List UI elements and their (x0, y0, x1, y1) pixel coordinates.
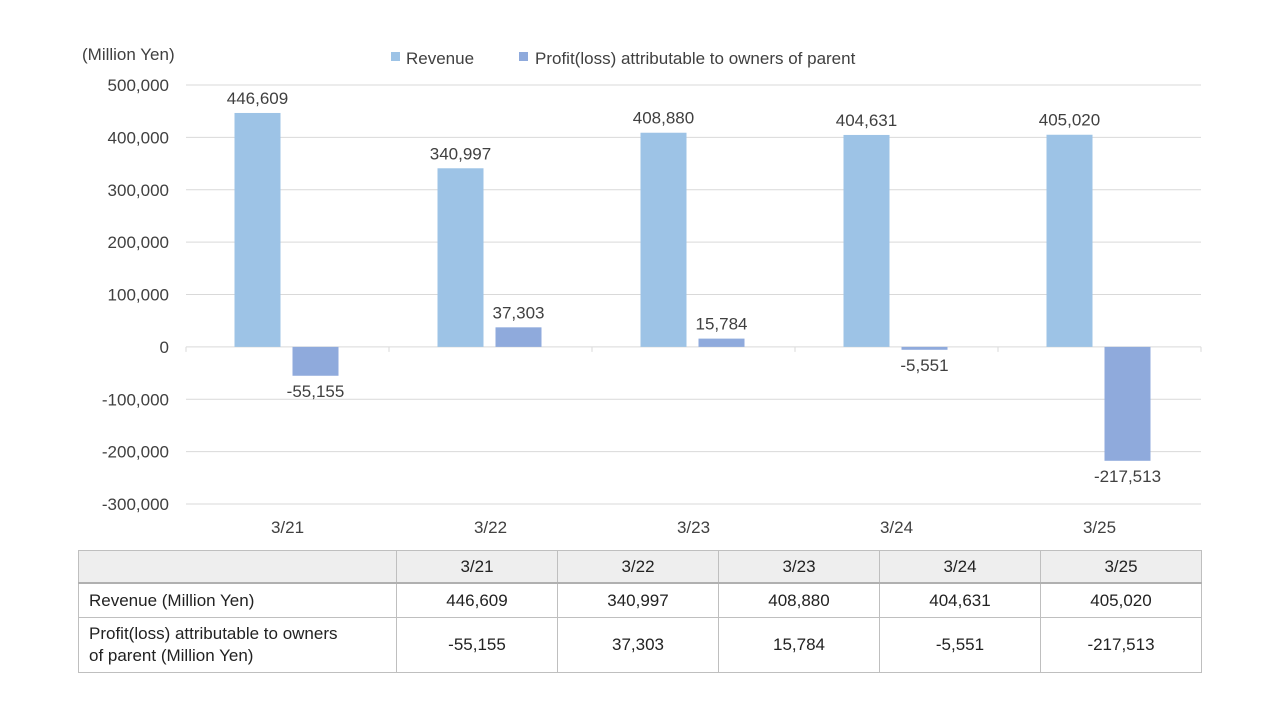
y-tick-label: -300,000 (102, 495, 169, 514)
profit-bar (698, 338, 745, 347)
table-cell: 405,020 (1040, 582, 1202, 618)
revenue-bar (1046, 134, 1093, 347)
table-cell: -55,155 (396, 617, 558, 673)
x-tick-label: 3/21 (271, 518, 304, 537)
data-label: -217,513 (1094, 467, 1161, 486)
row-label-line2: of parent (Million Yen) (89, 646, 254, 665)
data-label: 405,020 (1039, 111, 1100, 130)
profit-bar (495, 327, 542, 347)
legend-label-revenue: Revenue (406, 49, 474, 68)
table-header-cell: 3/23 (718, 550, 880, 584)
data-label: 15,784 (696, 315, 748, 334)
table-row-profit: Profit(loss) attributable to owners of pa… (78, 617, 1202, 673)
row-label: Profit(loss) attributable to owners of pa… (78, 617, 397, 673)
table-row-revenue: Revenue (Million Yen) 446,609 340,997 40… (78, 582, 1202, 618)
bar-chart: (Million Yen) 500,000 400,000 300,000 200,00… (82, 45, 1202, 537)
x-tick-label: 3/25 (1083, 518, 1116, 537)
revenue-bar (640, 132, 687, 347)
table-cell: 408,880 (718, 582, 880, 618)
table-cell: -5,551 (879, 617, 1041, 673)
revenue-bar (437, 168, 484, 347)
data-label: 446,609 (227, 89, 288, 108)
x-tick-label: 3/22 (474, 518, 507, 537)
x-tick-label: 3/23 (677, 518, 710, 537)
table-header-row: 3/21 3/22 3/23 3/24 3/25 (78, 550, 1202, 584)
table-header-cell: 3/22 (557, 550, 719, 584)
table-header-cell: 3/24 (879, 550, 1041, 584)
table-cell: 404,631 (879, 582, 1041, 618)
data-label: 340,997 (430, 144, 491, 163)
data-label: -5,551 (900, 356, 948, 375)
profit-bar (292, 346, 339, 376)
table-header-cell: 3/21 (396, 550, 558, 584)
y-tick-label: 0 (160, 338, 169, 357)
legend-swatch-revenue (391, 52, 400, 61)
data-label: 408,880 (633, 109, 694, 128)
y-tick-label: -200,000 (102, 443, 169, 462)
y-tick-label: 200,000 (108, 233, 169, 252)
profit-bar (901, 346, 948, 350)
legend-label-profit: Profit(loss) attributable to owners of p… (535, 49, 856, 68)
y-tick-label: -100,000 (102, 390, 169, 409)
table-header-cell: 3/25 (1040, 550, 1202, 584)
x-tick-label: 3/24 (880, 518, 913, 537)
data-label: 404,631 (836, 111, 897, 130)
y-axis-unit-label: (Million Yen) (82, 45, 175, 64)
y-tick-label: 100,000 (108, 286, 169, 305)
table-cell: -217,513 (1040, 617, 1202, 673)
y-tick-label: 500,000 (108, 76, 169, 95)
profit-bar (1104, 346, 1151, 461)
row-label: Revenue (Million Yen) (78, 582, 397, 618)
y-tick-label: 300,000 (108, 181, 169, 200)
y-tick-label: 400,000 (108, 128, 169, 147)
revenue-bar (234, 112, 281, 347)
legend-swatch-profit (519, 52, 528, 61)
row-label-line1: Profit(loss) attributable to owners (89, 624, 338, 643)
table-cell: 15,784 (718, 617, 880, 673)
data-label: -55,155 (287, 382, 345, 401)
table-cell: 446,609 (396, 582, 558, 618)
table-cell: 37,303 (557, 617, 719, 673)
table-cell: 340,997 (557, 582, 719, 618)
table-header-empty (78, 550, 397, 584)
data-label: 37,303 (493, 303, 545, 322)
data-table: 3/21 3/22 3/23 3/24 3/25 Revenue (Millio… (78, 550, 1202, 673)
revenue-bar (843, 134, 890, 347)
